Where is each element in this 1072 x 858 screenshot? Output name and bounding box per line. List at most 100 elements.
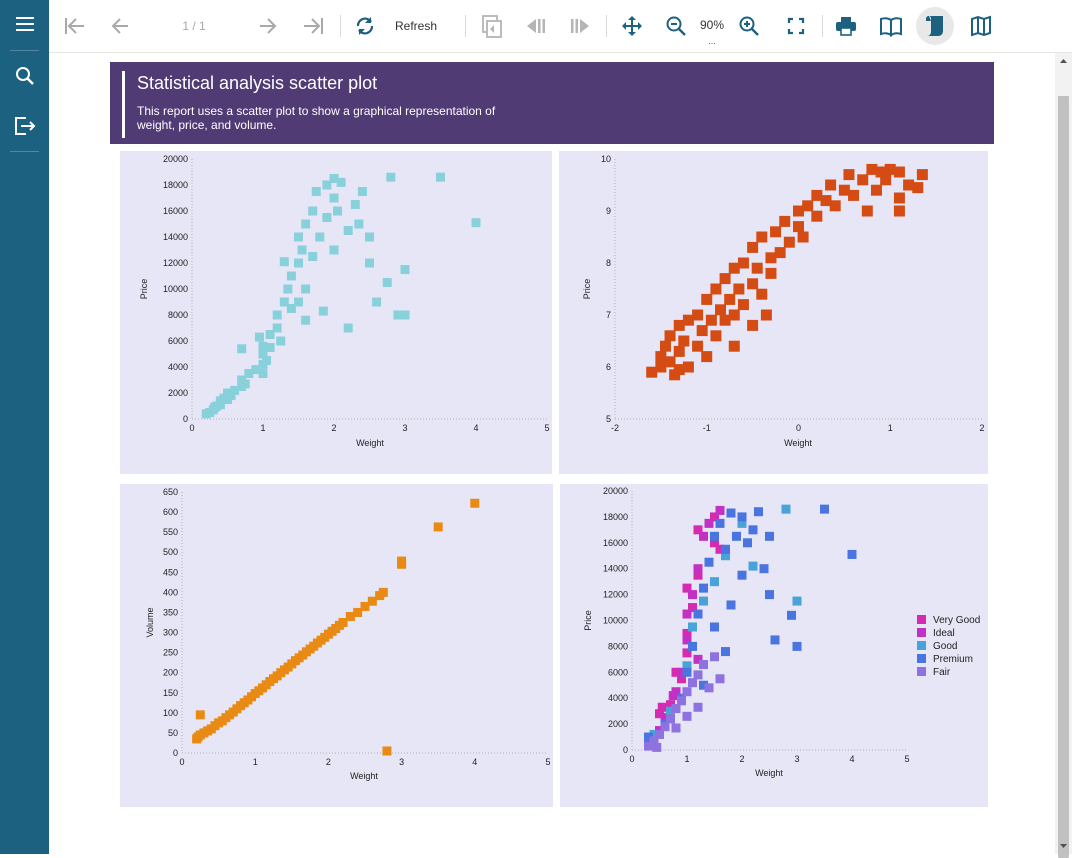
data-point[interactable] — [343, 323, 353, 333]
data-point[interactable] — [671, 667, 681, 677]
data-point[interactable] — [649, 736, 659, 746]
export-button[interactable] — [0, 102, 49, 150]
data-point[interactable] — [294, 297, 303, 307]
scroll-up-icon[interactable] — [1055, 53, 1072, 69]
data-point[interactable] — [251, 365, 261, 375]
data-point[interactable] — [793, 205, 804, 217]
data-point[interactable] — [699, 531, 708, 541]
data-point[interactable] — [357, 187, 367, 196]
data-point[interactable] — [682, 628, 692, 638]
data-point[interactable] — [668, 691, 678, 701]
data-point[interactable] — [265, 343, 275, 352]
data-point[interactable] — [715, 505, 725, 515]
data-point[interactable] — [893, 166, 905, 178]
data-point[interactable] — [875, 166, 887, 178]
data-point[interactable] — [770, 226, 782, 238]
data-point[interactable] — [820, 504, 829, 514]
data-point[interactable] — [861, 205, 873, 217]
zoom-options-indicator[interactable]: ... — [708, 36, 716, 46]
data-point[interactable] — [294, 232, 303, 242]
data-point[interactable] — [272, 323, 282, 333]
data-point[interactable] — [644, 741, 653, 751]
fullscreen-button[interactable] — [781, 7, 811, 45]
data-point[interactable] — [382, 278, 392, 287]
data-point[interactable] — [301, 315, 311, 325]
data-point[interactable] — [747, 241, 759, 253]
data-point[interactable] — [701, 351, 713, 363]
data-point[interactable] — [279, 257, 289, 267]
data-point[interactable] — [710, 577, 719, 587]
data-point[interactable] — [338, 618, 348, 627]
data-point[interactable] — [664, 356, 676, 368]
page-indicator[interactable]: 1 / 1 — [182, 19, 206, 33]
data-point[interactable] — [732, 531, 741, 541]
data-point[interactable] — [783, 236, 795, 248]
data-point[interactable] — [792, 596, 802, 606]
data-point[interactable] — [195, 710, 205, 720]
data-point[interactable] — [693, 570, 703, 580]
data-point[interactable] — [329, 245, 339, 255]
data-point[interactable] — [719, 314, 731, 326]
data-point[interactable] — [811, 210, 823, 222]
print-layout-button[interactable] — [876, 7, 906, 45]
data-point[interactable] — [333, 206, 343, 216]
data-point[interactable] — [774, 247, 786, 259]
data-point[interactable] — [693, 525, 703, 535]
data-point[interactable] — [666, 714, 675, 724]
data-point[interactable] — [756, 231, 768, 243]
zoom-in-button[interactable] — [734, 7, 764, 45]
data-point[interactable] — [797, 231, 809, 243]
data-point[interactable] — [660, 713, 670, 723]
data-point[interactable] — [350, 200, 360, 209]
data-point[interactable] — [322, 213, 332, 222]
data-point[interactable] — [737, 257, 749, 269]
data-point[interactable] — [737, 570, 747, 580]
data-point[interactable] — [244, 369, 254, 378]
data-point[interactable] — [884, 163, 896, 175]
data-point[interactable] — [678, 335, 690, 347]
data-point[interactable] — [912, 182, 924, 194]
data-point[interactable] — [372, 297, 382, 307]
data-point[interactable] — [710, 622, 719, 632]
data-point[interactable] — [880, 174, 892, 186]
data-point[interactable] — [682, 583, 692, 593]
data-point[interactable] — [322, 180, 332, 190]
data-point[interactable] — [726, 600, 736, 610]
data-point[interactable] — [719, 273, 731, 285]
data-point[interactable] — [699, 596, 708, 606]
data-point[interactable] — [688, 603, 697, 613]
data-point[interactable] — [258, 369, 268, 378]
data-point[interactable] — [688, 678, 697, 688]
data-point[interactable] — [677, 674, 686, 684]
data-point[interactable] — [671, 723, 681, 733]
data-point[interactable] — [386, 172, 396, 182]
data-point[interactable] — [652, 742, 662, 752]
data-point[interactable] — [802, 200, 814, 212]
data-point[interactable] — [737, 299, 749, 311]
data-point[interactable] — [365, 258, 374, 268]
scrollbar-thumb[interactable] — [1058, 96, 1069, 858]
data-point[interactable] — [470, 498, 480, 508]
pan-mode-button[interactable] — [617, 7, 647, 45]
data-point[interactable] — [699, 660, 708, 670]
data-point[interactable] — [301, 219, 311, 229]
search-button[interactable] — [0, 52, 49, 100]
refresh-button[interactable]: Refresh — [394, 19, 438, 33]
data-point[interactable] — [765, 590, 774, 600]
data-point[interactable] — [666, 700, 675, 710]
data-point[interactable] — [258, 341, 268, 351]
data-point[interactable] — [345, 611, 355, 621]
data-point[interactable] — [360, 601, 370, 611]
data-point[interactable] — [677, 696, 686, 706]
data-point[interactable] — [743, 538, 752, 548]
data-point[interactable] — [329, 193, 339, 203]
data-point[interactable] — [721, 544, 730, 554]
data-point[interactable] — [682, 687, 692, 697]
report-viewer[interactable]: Statistical analysis scatter plot This r… — [49, 53, 1055, 854]
data-point[interactable] — [471, 218, 481, 228]
data-point[interactable] — [705, 314, 717, 326]
data-point[interactable] — [315, 232, 325, 242]
next-page-button[interactable] — [253, 7, 283, 45]
data-point[interactable] — [673, 364, 685, 376]
data-point[interactable] — [258, 349, 268, 359]
